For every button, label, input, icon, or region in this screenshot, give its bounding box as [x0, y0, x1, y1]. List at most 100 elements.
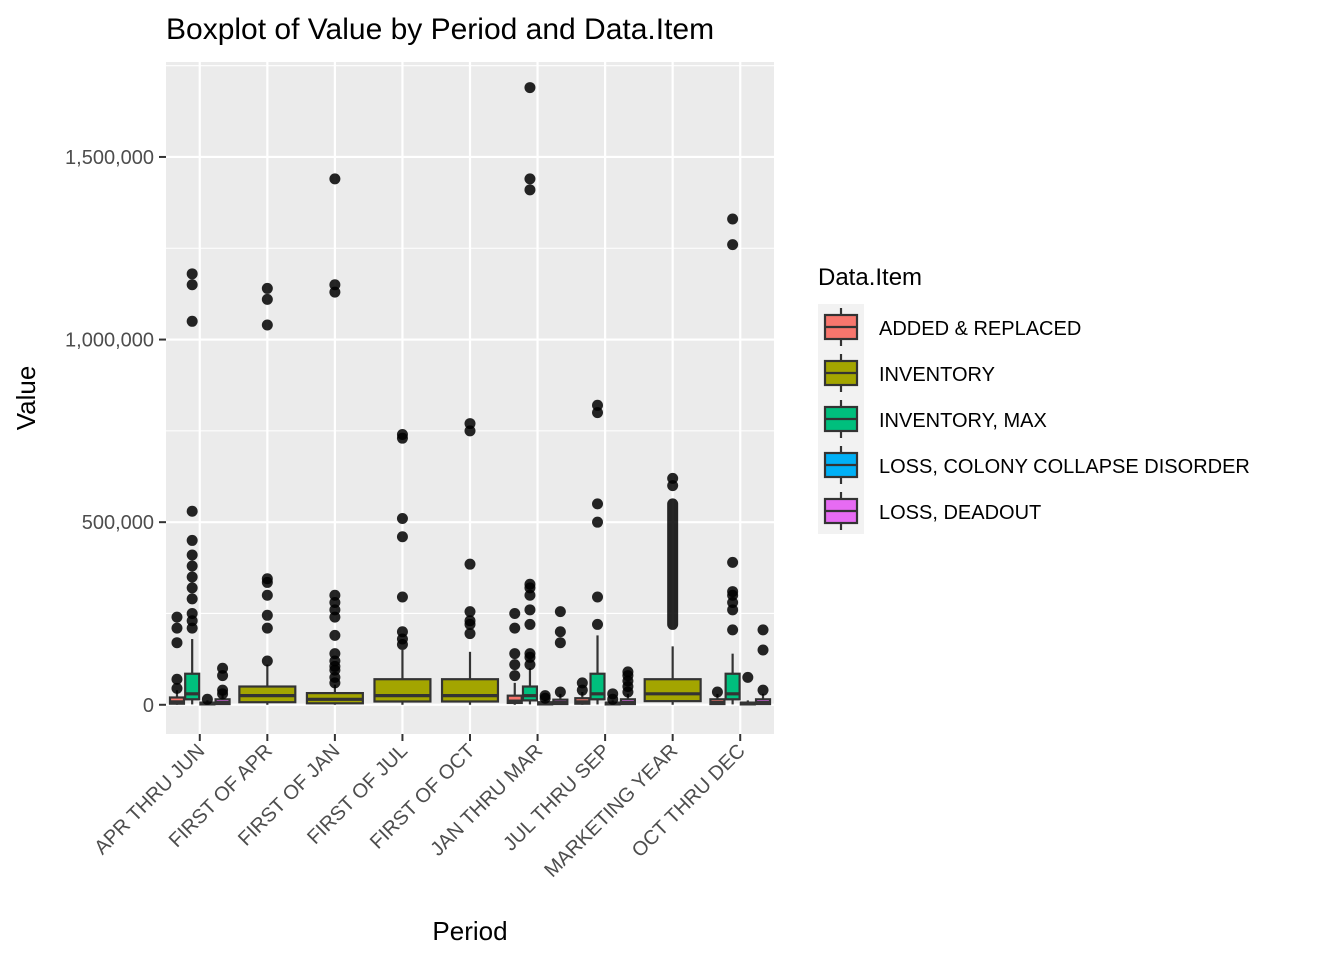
box — [589, 672, 606, 701]
outlier-point — [186, 505, 198, 517]
outlier-point — [727, 213, 739, 225]
outlier-point — [464, 606, 476, 618]
outlier-band — [667, 498, 679, 630]
outlier-point — [186, 607, 198, 619]
outlier-point — [171, 622, 183, 634]
outlier-point — [509, 607, 521, 619]
outlier-point — [554, 637, 566, 649]
legend-label: LOSS, COLONY COLLAPSE DISORDER — [879, 456, 1250, 478]
box-group — [184, 268, 201, 705]
outlier-point — [509, 659, 521, 671]
outlier-point — [711, 686, 723, 698]
outlier-point — [727, 586, 739, 598]
box — [643, 678, 702, 703]
box-group — [589, 399, 606, 705]
box-group — [619, 666, 637, 706]
outlier-point — [592, 591, 604, 603]
outlier-point — [329, 173, 341, 185]
outlier-point — [261, 573, 273, 585]
outlier-point — [607, 688, 619, 700]
outlier-point — [539, 690, 551, 702]
outlier-point — [329, 589, 341, 601]
outlier-point — [727, 556, 739, 568]
outlier-point — [261, 282, 273, 294]
outlier-point — [592, 399, 604, 411]
outlier-point — [396, 429, 408, 441]
outlier-point — [217, 662, 229, 674]
outlier-point — [667, 472, 679, 484]
outlier-point — [757, 624, 769, 636]
legend-title: Data.Item — [818, 264, 922, 291]
outlier-point — [576, 677, 588, 689]
outlier-point — [524, 604, 536, 616]
outlier-point — [524, 578, 536, 590]
outlier-point — [592, 618, 604, 630]
outlier-point — [554, 686, 566, 698]
outlier-point — [186, 279, 198, 291]
outlier-point — [396, 531, 408, 543]
box-group — [199, 693, 216, 706]
outlier-point — [524, 173, 536, 185]
box-group — [214, 662, 231, 706]
outlier-point — [186, 582, 198, 594]
box-group — [604, 688, 621, 706]
outlier-point — [201, 693, 213, 705]
box-group — [440, 418, 500, 705]
outlier-point — [171, 637, 183, 649]
outlier-point — [186, 571, 198, 583]
x-axis-title: Period — [432, 916, 507, 946]
box-group — [506, 607, 523, 705]
box-group — [238, 282, 297, 705]
outlier-point — [757, 644, 769, 656]
outlier-point — [757, 684, 769, 696]
box — [373, 678, 432, 703]
box-group — [739, 671, 756, 706]
box-group — [574, 677, 591, 705]
outlier-point — [464, 615, 476, 627]
x-tick-label: APR THRU JUN — [90, 740, 209, 859]
outlier-point — [217, 684, 229, 696]
outlier-point — [261, 319, 273, 331]
outlier-point — [186, 534, 198, 546]
y-axis-title: Value — [11, 366, 41, 431]
box — [440, 678, 500, 703]
outlier-point — [261, 622, 273, 634]
outlier-point — [186, 315, 198, 327]
outlier-point — [329, 648, 341, 660]
box-group — [552, 606, 569, 706]
x-tick-label: MARKETING YEAR — [540, 740, 682, 882]
y-tick-label: 1,000,000 — [65, 330, 154, 352]
outlier-point — [396, 626, 408, 638]
box-layer — [168, 82, 772, 706]
box-group — [521, 82, 539, 705]
legend-label: INVENTORY, MAX — [879, 410, 1047, 432]
outlier-point — [592, 498, 604, 510]
outlier-point — [186, 593, 198, 605]
outlier-point — [329, 279, 341, 291]
outlier-point — [742, 671, 754, 683]
outlier-point — [261, 609, 273, 621]
box-group — [643, 472, 702, 705]
outlier-point — [524, 618, 536, 630]
box-group — [724, 213, 741, 705]
outlier-point — [171, 682, 183, 694]
y-axis: 0 500,000 1,000,000 1,500,000 — [65, 147, 166, 717]
outlier-point — [186, 560, 198, 572]
box — [521, 685, 539, 702]
box — [724, 672, 741, 701]
outlier-point — [464, 628, 476, 640]
box-group — [168, 611, 186, 705]
box — [184, 672, 201, 701]
y-tick-label: 0 — [143, 695, 154, 717]
outlier-point — [186, 549, 198, 561]
legend-label: LOSS, DEADOUT — [879, 502, 1041, 524]
box-group — [709, 686, 726, 706]
outlier-point — [186, 268, 198, 280]
outlier-point — [554, 626, 566, 638]
outlier-point — [171, 673, 183, 685]
legend-label: INVENTORY — [879, 364, 995, 386]
outlier-point — [622, 666, 634, 678]
legend: Data.Item ADDED & REPLACED INVENTORY INVEN… — [818, 264, 1250, 534]
